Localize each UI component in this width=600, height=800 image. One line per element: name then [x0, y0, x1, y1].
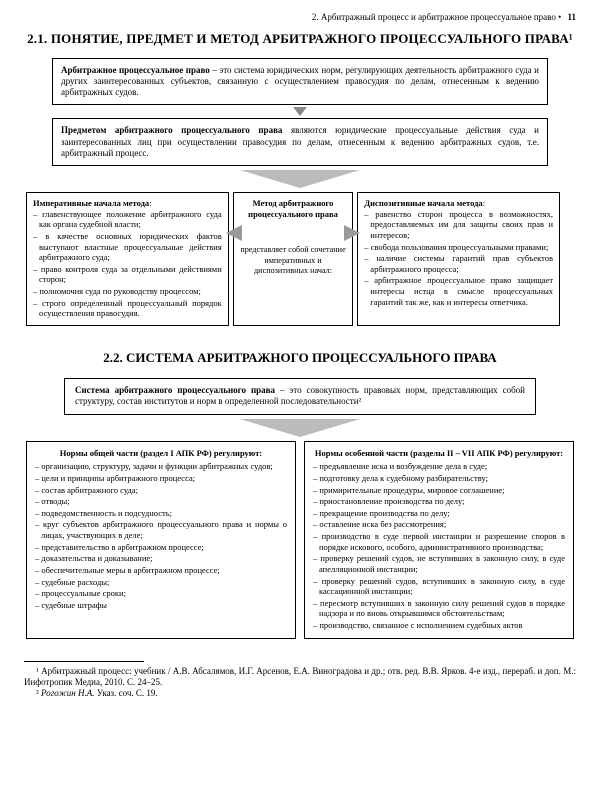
imperative-list: – главенствующее положение арбитражного … — [33, 209, 222, 319]
list-item: – подведомственность и подсудность; — [35, 508, 287, 519]
page-number: 11 — [567, 12, 576, 22]
list-item: – право контроля суда за отдельными дейс… — [33, 264, 222, 285]
footnote-separator — [24, 661, 144, 662]
imperative-column: Императивные начала метода: – главенству… — [26, 192, 229, 326]
list-item: – проверку решений судов, не вступивших … — [313, 553, 565, 574]
list-item: – предъявление иска и возбуждение дела в… — [313, 461, 565, 472]
subject-box: Предметом арбитражного процессуального п… — [52, 118, 548, 166]
definition-box: Арбитражное процессуальное право – это с… — [52, 58, 548, 106]
special-norms-box: Нормы особенной части (разделы II – VII … — [304, 441, 574, 639]
list-item: – наличие системы гарантий прав субъекто… — [364, 253, 553, 274]
list-item: – судебные расходы; — [35, 577, 287, 588]
list-item: – в качестве основных юридических фактов… — [33, 231, 222, 263]
definition-term: Арбитражное процессуальное право — [61, 65, 210, 75]
method-text: представляет собой сочетание императивны… — [240, 245, 347, 276]
list-item: – прекращение производства по делу; — [313, 508, 565, 519]
connector-arrow — [293, 107, 307, 116]
list-item: – доказательства и доказывание; — [35, 553, 287, 564]
list-item: – оставление иска без рассмотрения; — [313, 519, 565, 530]
list-item: – пересмотр вступивших в законную силу р… — [313, 598, 565, 619]
dispositive-column: Диспозитивные начала метода: – равенство… — [357, 192, 560, 326]
list-item: – круг субъектов арбитражного процессуал… — [35, 519, 287, 540]
list-item: – отводы; — [35, 496, 287, 507]
footnote-1: ¹ Арбитражный процесс: учебник / А.В. Аб… — [24, 666, 576, 689]
special-norms-list: – предъявление иска и возбуждение дела в… — [313, 461, 565, 630]
footnote-2-text: Указ. соч. С. 19. — [95, 688, 158, 698]
list-item: – судебные штрафы — [35, 600, 287, 611]
list-item: – обеспечительные меры в арбитражном про… — [35, 565, 287, 576]
list-item: – производство, связанное с исполнением … — [313, 620, 565, 631]
list-item: – представительство в арбитражном процес… — [35, 542, 287, 553]
bullet: • — [558, 12, 561, 22]
arrow-left-icon — [226, 225, 242, 241]
list-item: – главенствующее положение арбитражного … — [33, 209, 222, 230]
footnote-2-author: Рогожин Н.А. — [41, 688, 95, 698]
list-item: – полномочия суда по руководству процесс… — [33, 286, 222, 297]
list-item: – производство в суде первой инстанции и… — [313, 531, 565, 552]
footnote-2: ² Рогожин Н.А. Указ. соч. С. 19. — [24, 688, 576, 699]
general-norms-title: Нормы общей части (раздел I АПК РФ) регу… — [35, 448, 287, 459]
method-title: Метод арбитражного процессуального права — [240, 198, 347, 219]
special-norms-title: Нормы особенной части (разделы II – VII … — [313, 448, 565, 459]
list-item: – проверку решений судов, вступивших в з… — [313, 576, 565, 597]
list-item: – процессуальные сроки; — [35, 588, 287, 599]
imperative-title: Императивные начала метода — [33, 198, 149, 208]
section-2-2-title: 2.2. СИСТЕМА АРБИТРАЖНОГО ПРОЦЕССУАЛЬНОГ… — [24, 350, 576, 366]
subject-term: Предметом арбитражного процессуального п… — [61, 125, 282, 135]
list-item: – строго определенный процессуальный пор… — [33, 298, 222, 319]
general-norms-list: – организацию, структуру, задачи и функц… — [35, 461, 287, 610]
arrow-right-icon — [344, 225, 360, 241]
page-header: 2. Арбитражный процесс и арбитражное про… — [24, 12, 576, 23]
big-arrow-down-icon — [240, 170, 360, 188]
list-item: – цели и принципы арбитражного процесса; — [35, 473, 287, 484]
list-item: – организацию, структуру, задачи и функц… — [35, 461, 287, 472]
chapter-label: 2. Арбитражный процесс и арбитражное про… — [312, 12, 556, 22]
big-arrow-down-icon-2 — [240, 419, 360, 437]
system-term: Система арбитражного процессуального пра… — [75, 385, 275, 395]
method-center-column: Метод арбитражного процессуального права… — [233, 192, 354, 326]
list-item: – примирительные процедуры, мировое согл… — [313, 485, 565, 496]
list-item: – приостановление производства по делу; — [313, 496, 565, 507]
list-item: – арбитражное процессуальное право защищ… — [364, 275, 553, 307]
dispositive-list: – равенство сторон процесса в возможност… — [364, 209, 553, 308]
general-norms-box: Нормы общей части (раздел I АПК РФ) регу… — [26, 441, 296, 639]
list-item: – свобода пользования процессуальными пр… — [364, 242, 553, 253]
list-item: – подготовку дела к судебному разбирател… — [313, 473, 565, 484]
bidirectional-arrows — [226, 225, 361, 241]
method-three-columns: Императивные начала метода: – главенству… — [26, 192, 574, 326]
dispositive-title: Диспозитивные начала метода — [364, 198, 482, 208]
norms-two-columns: Нормы общей части (раздел I АПК РФ) регу… — [26, 441, 574, 639]
list-item: – равенство сторон процесса в возможност… — [364, 209, 553, 241]
system-definition-box: Система арбитражного процессуального пра… — [64, 378, 536, 415]
list-item: – состав арбитражного суда; — [35, 485, 287, 496]
section-2-1-title: 2.1. ПОНЯТИЕ, ПРЕДМЕТ И МЕТОД АРБИТРАЖНО… — [24, 31, 576, 47]
